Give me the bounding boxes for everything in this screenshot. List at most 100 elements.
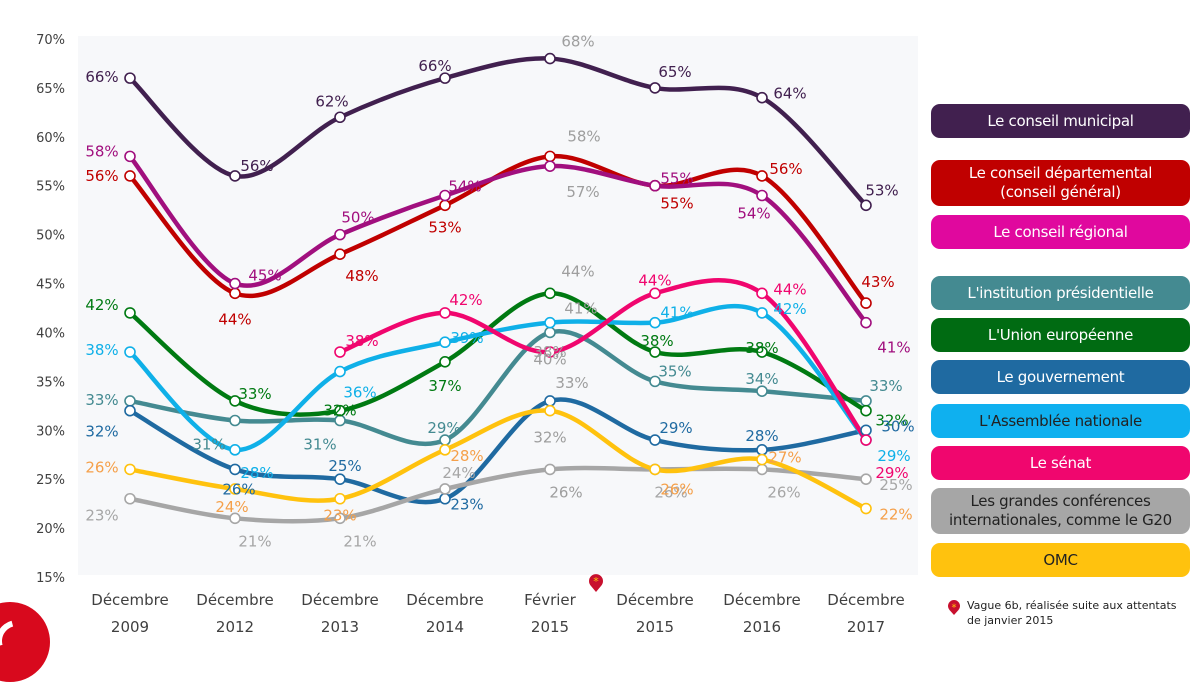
data-point — [229, 414, 241, 427]
data-point — [124, 492, 136, 505]
data-point — [229, 444, 241, 456]
legend-item: L'institution présidentielle — [931, 276, 1190, 310]
y-tick-label: 35% — [36, 375, 65, 390]
data-label: 44% — [773, 280, 806, 298]
data-label: 27% — [768, 449, 801, 467]
data-point — [334, 473, 346, 485]
data-label: 42% — [773, 300, 806, 318]
data-label: 53% — [865, 181, 898, 199]
data-label: 38% — [533, 343, 566, 361]
data-point — [229, 395, 241, 407]
data-label: 37% — [428, 377, 461, 395]
data-label: 44% — [218, 310, 251, 328]
data-point — [439, 307, 451, 319]
data-label: 68% — [561, 33, 594, 51]
data-label: 21% — [238, 532, 271, 550]
data-point — [544, 160, 556, 172]
data-label: 29% — [427, 419, 460, 437]
series-line — [127, 328, 869, 447]
data-label: 26% — [660, 480, 693, 498]
logo-mark-icon — [0, 612, 46, 670]
x-tick-label-year: 2016 — [743, 618, 781, 636]
data-label: 53% — [428, 218, 461, 236]
data-label: 32% — [85, 423, 118, 441]
data-point — [334, 248, 346, 260]
x-tick-label: Décembre — [406, 591, 483, 609]
y-axis: 15% 20% 25% 30% 35% 40% 45% 50% 55% 60% 65% 70% — [36, 33, 65, 586]
legend-label: Les grandes conférences internationales,… — [949, 492, 1172, 529]
data-label: 29% — [875, 464, 908, 482]
data-label: 54% — [448, 178, 481, 196]
data-point — [649, 82, 661, 94]
data-point — [860, 473, 872, 485]
data-label: 50% — [341, 209, 374, 227]
data-point — [229, 277, 241, 290]
data-label: 38% — [345, 332, 378, 350]
data-point — [334, 404, 346, 417]
data-label: 66% — [418, 57, 451, 75]
data-point — [334, 492, 346, 505]
data-point — [756, 307, 768, 319]
data-label: 41% — [877, 339, 910, 357]
y-tick-label: 55% — [36, 180, 65, 195]
legend-item: Le gouvernement — [931, 360, 1190, 394]
data-label: 62% — [315, 92, 348, 110]
data-point — [334, 365, 346, 378]
data-point — [439, 483, 451, 495]
data-label: 64% — [773, 85, 806, 103]
data-point — [756, 444, 768, 456]
legend-item: Le sénat — [931, 446, 1190, 480]
data-label: 58% — [85, 142, 118, 160]
data-point — [124, 307, 136, 319]
data-label: 35% — [658, 362, 691, 380]
y-tick-label: 50% — [36, 229, 65, 244]
series-line — [127, 397, 869, 505]
data-label: 22% — [879, 506, 912, 524]
data-label: 24% — [215, 498, 248, 516]
y-tick-label: 15% — [36, 571, 65, 586]
legend-item: Le conseil régional — [931, 215, 1190, 249]
data-point — [439, 336, 451, 349]
data-label: 23% — [85, 507, 118, 525]
y-tick-label: 20% — [36, 522, 65, 537]
x-tick-label-year: 2013 — [321, 618, 359, 636]
data-point — [439, 355, 451, 368]
data-label: 56% — [240, 157, 273, 175]
legend-label: L'Assemblée nationale — [979, 411, 1142, 430]
data-label: 54% — [737, 205, 770, 223]
svg-text:*: * — [593, 575, 599, 588]
data-label: 30% — [881, 417, 914, 435]
data-label: 38% — [640, 332, 673, 350]
data-label: 26% — [654, 483, 687, 501]
data-point — [649, 346, 661, 358]
data-point — [544, 287, 556, 300]
data-label: 28% — [240, 464, 273, 482]
asterisk-pin-icon: * — [589, 574, 603, 592]
data-point — [229, 287, 241, 300]
series-labels: 66% 56% 62% 66% 68% 65% 64% 53% 56% 44% 48% 53% 58% 5… — [85, 33, 914, 551]
data-point — [229, 512, 241, 525]
x-tick-label-year: 2009 — [111, 618, 149, 636]
data-label: 41% — [564, 300, 597, 318]
data-label: 34% — [745, 370, 778, 388]
data-label: 56% — [85, 167, 118, 185]
data-point — [124, 150, 136, 163]
data-label: 56% — [769, 160, 802, 178]
data-label: 21% — [343, 532, 376, 550]
data-point — [124, 72, 136, 84]
data-label: 28% — [745, 427, 778, 445]
data-label: 38% — [85, 341, 118, 359]
data-point — [756, 91, 768, 104]
data-label: 32% — [875, 412, 908, 430]
data-label: 58% — [567, 127, 600, 145]
data-point — [544, 346, 556, 358]
y-tick-label: 25% — [36, 473, 65, 488]
legend-label: Le gouvernement — [996, 367, 1125, 386]
data-point — [544, 326, 556, 339]
data-label: 57% — [566, 183, 599, 201]
data-point — [229, 170, 241, 182]
series-line — [127, 465, 869, 524]
data-label: 33% — [869, 377, 902, 395]
x-tick-label: Décembre — [91, 591, 168, 609]
data-label: 26% — [549, 483, 582, 501]
